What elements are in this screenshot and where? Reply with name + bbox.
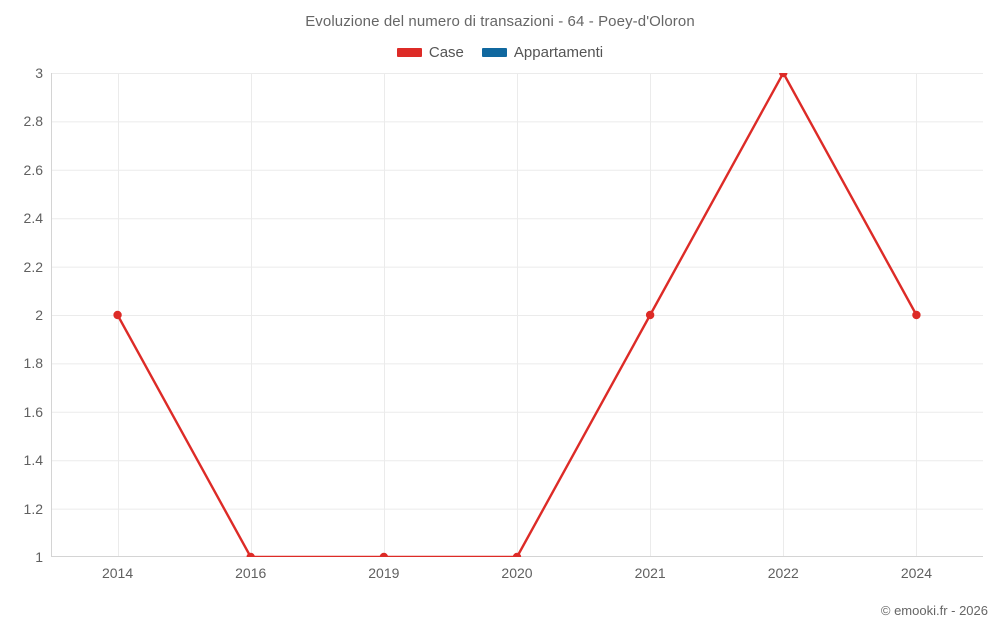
legend-label: Appartamenti [513, 44, 604, 61]
data-point-marker[interactable] [779, 73, 788, 78]
credits-label: © emooki.fr - 2026 [880, 603, 988, 618]
data-point-marker[interactable] [912, 310, 921, 320]
y-axis-tick-label: 1.2 [23, 500, 43, 517]
y-axis-tick-label: 3 [35, 65, 43, 81]
legend-swatch-icon [396, 48, 422, 57]
x-axis-tick-label: 2016 [235, 565, 267, 581]
x-axis-tick-label: 2021 [634, 565, 666, 581]
chart-legend: Case Appartamenti [0, 44, 1000, 61]
legend-swatch-icon [481, 48, 507, 57]
data-point-marker[interactable] [246, 552, 255, 557]
y-axis-tick-label: 2 [35, 307, 43, 323]
y-axis-tick-label: 2.2 [23, 258, 43, 275]
plot-area [51, 73, 983, 557]
data-point-marker[interactable] [512, 552, 522, 557]
x-axis-tick-label: 2020 [501, 565, 533, 581]
x-axis-tick-label: 2022 [767, 565, 799, 581]
legend-item-case[interactable]: Case [396, 44, 464, 61]
x-axis-tick-label: 2024 [900, 565, 932, 581]
y-axis-tick-label: 2.6 [23, 161, 43, 178]
chart-title: Evoluzione del numero di transazioni - 6… [305, 13, 695, 30]
legend-item-appartamenti[interactable]: Appartamenti [481, 44, 604, 61]
data-point-marker[interactable] [113, 310, 122, 320]
y-axis-tick-label: 2.4 [23, 210, 43, 227]
y-axis-tick-label: 1 [35, 549, 43, 565]
y-axis-tick-label: 1.4 [23, 452, 43, 469]
data-point-marker[interactable] [645, 310, 655, 320]
x-axis-tick-label: 2019 [368, 565, 400, 581]
data-point-marker[interactable] [379, 552, 389, 557]
legend-label: Case [428, 44, 464, 61]
y-axis-tick-label: 1.6 [23, 403, 43, 420]
y-axis-tick-label: 1.8 [23, 355, 43, 372]
y-axis-tick-label: 2.8 [23, 113, 43, 130]
x-axis-tick-label: 2014 [101, 565, 134, 581]
chart-plot-svg [51, 73, 983, 557]
